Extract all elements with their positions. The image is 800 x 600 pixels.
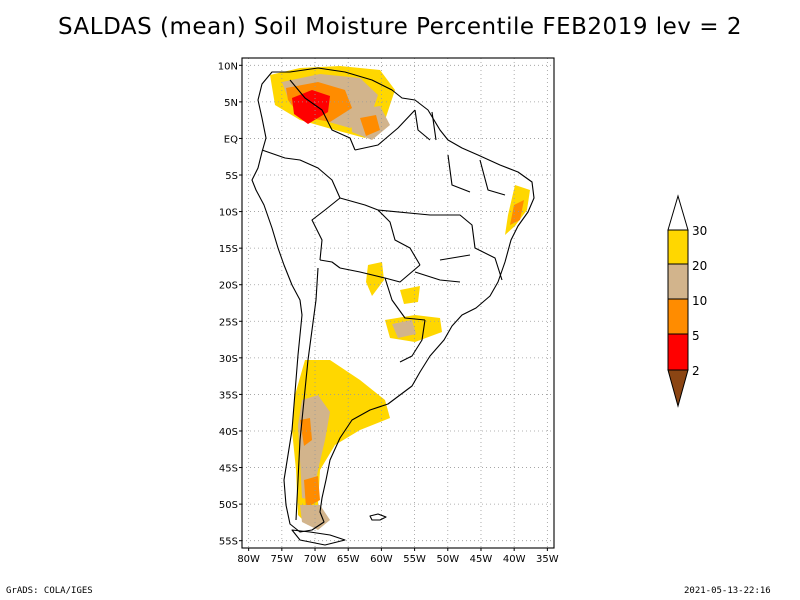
gridlines bbox=[242, 58, 554, 548]
shading-se-patch bbox=[400, 286, 420, 304]
shading-ne-brazil-orange bbox=[510, 200, 524, 225]
shading-north-red bbox=[292, 90, 330, 124]
lat-tick-label: 10S bbox=[219, 208, 238, 219]
legend-box-10-20 bbox=[667, 263, 689, 300]
plot-frame bbox=[241, 57, 555, 549]
lat-tick-label: 5S bbox=[225, 171, 238, 182]
legend-labels: 2 5 10 20 30 bbox=[692, 224, 707, 378]
longitude-axis: 80W 75W 70W 65W 60W 55W 50W 45W 40W 35W bbox=[237, 548, 559, 565]
lon-tick-label: 70W bbox=[304, 554, 327, 565]
border-brazil-uruguay bbox=[399, 319, 426, 363]
lat-tick-label: 40S bbox=[219, 427, 238, 438]
shading-venezuela-orange bbox=[360, 115, 380, 136]
shading-central-patch bbox=[366, 262, 384, 296]
lon-tick-label: 80W bbox=[237, 554, 260, 565]
footer-credit: GrADS: COLA/IGES bbox=[6, 586, 93, 596]
latitude-axis: 10N 5N EQ 5S 10S 15S 20S 25S 30S 35S 40S 45S 50S 55S bbox=[218, 61, 242, 548]
tierra-del-fuego bbox=[291, 529, 346, 546]
legend-label-10: 10 bbox=[692, 294, 707, 308]
footer-timestamp: 2021-05-13-22:16 bbox=[684, 586, 771, 596]
lat-tick-label: EQ bbox=[224, 134, 238, 145]
shading-argentina-orange2 bbox=[304, 476, 320, 508]
lon-tick-label: 65W bbox=[337, 554, 360, 565]
lat-tick-label: 25S bbox=[219, 317, 238, 328]
lon-tick-label: 55W bbox=[403, 554, 426, 565]
legend-over-triangle bbox=[667, 194, 689, 231]
legend-under-triangle bbox=[667, 369, 689, 408]
border-brazil-bolivia bbox=[339, 197, 421, 266]
map-title: SALDAS (mean) Soil Moisture Percentile F… bbox=[58, 14, 742, 40]
lat-tick-label: 30S bbox=[219, 354, 238, 365]
border-paraguay-argentina bbox=[384, 277, 426, 321]
lat-tick-label: 20S bbox=[219, 281, 238, 292]
lon-tick-label: 40W bbox=[503, 554, 526, 565]
lat-tick-label: 45S bbox=[219, 464, 238, 475]
border-bolivia-peru bbox=[319, 259, 341, 269]
legend-box-20-30 bbox=[667, 229, 689, 265]
falklands bbox=[369, 513, 387, 521]
lat-tick-label: 50S bbox=[219, 500, 238, 511]
lat-tick-label: 5N bbox=[224, 98, 238, 109]
legend-label-20: 20 bbox=[692, 259, 707, 273]
border-guyanas bbox=[414, 109, 437, 141]
legend-label-30: 30 bbox=[692, 224, 707, 238]
legend-label-5: 5 bbox=[692, 329, 700, 343]
legend-box-5-10 bbox=[667, 298, 689, 335]
coastline-layer bbox=[251, 67, 535, 546]
legend-box-2-5 bbox=[667, 333, 689, 371]
border-peru-brazil bbox=[311, 197, 341, 261]
continent-outline bbox=[251, 67, 535, 533]
lat-tick-label: 35S bbox=[219, 390, 238, 401]
lat-tick-label: 15S bbox=[219, 244, 238, 255]
lat-tick-label: 10N bbox=[218, 61, 238, 72]
shading-argentina-orange1 bbox=[300, 418, 312, 446]
lon-tick-label: 60W bbox=[370, 554, 393, 565]
shading-patagonia-south bbox=[300, 505, 330, 530]
lon-tick-label: 45W bbox=[470, 554, 493, 565]
border-colombia-ecuador-peru bbox=[261, 149, 341, 199]
border-brazil-states bbox=[377, 154, 506, 283]
shading-layer bbox=[270, 66, 530, 530]
border-venezuela-brazil bbox=[354, 109, 416, 151]
lon-tick-label: 35W bbox=[536, 554, 559, 565]
legend-colorbar bbox=[667, 194, 689, 408]
lon-tick-label: 75W bbox=[271, 554, 294, 565]
lat-tick-label: 55S bbox=[219, 537, 238, 548]
border-chile-argentina bbox=[295, 267, 319, 521]
legend-label-2: 2 bbox=[692, 364, 700, 378]
lon-tick-label: 50W bbox=[436, 554, 459, 565]
shading-parana-tan bbox=[392, 320, 416, 338]
border-colombia-venezuela bbox=[289, 79, 356, 151]
shading-pampas bbox=[330, 380, 370, 412]
